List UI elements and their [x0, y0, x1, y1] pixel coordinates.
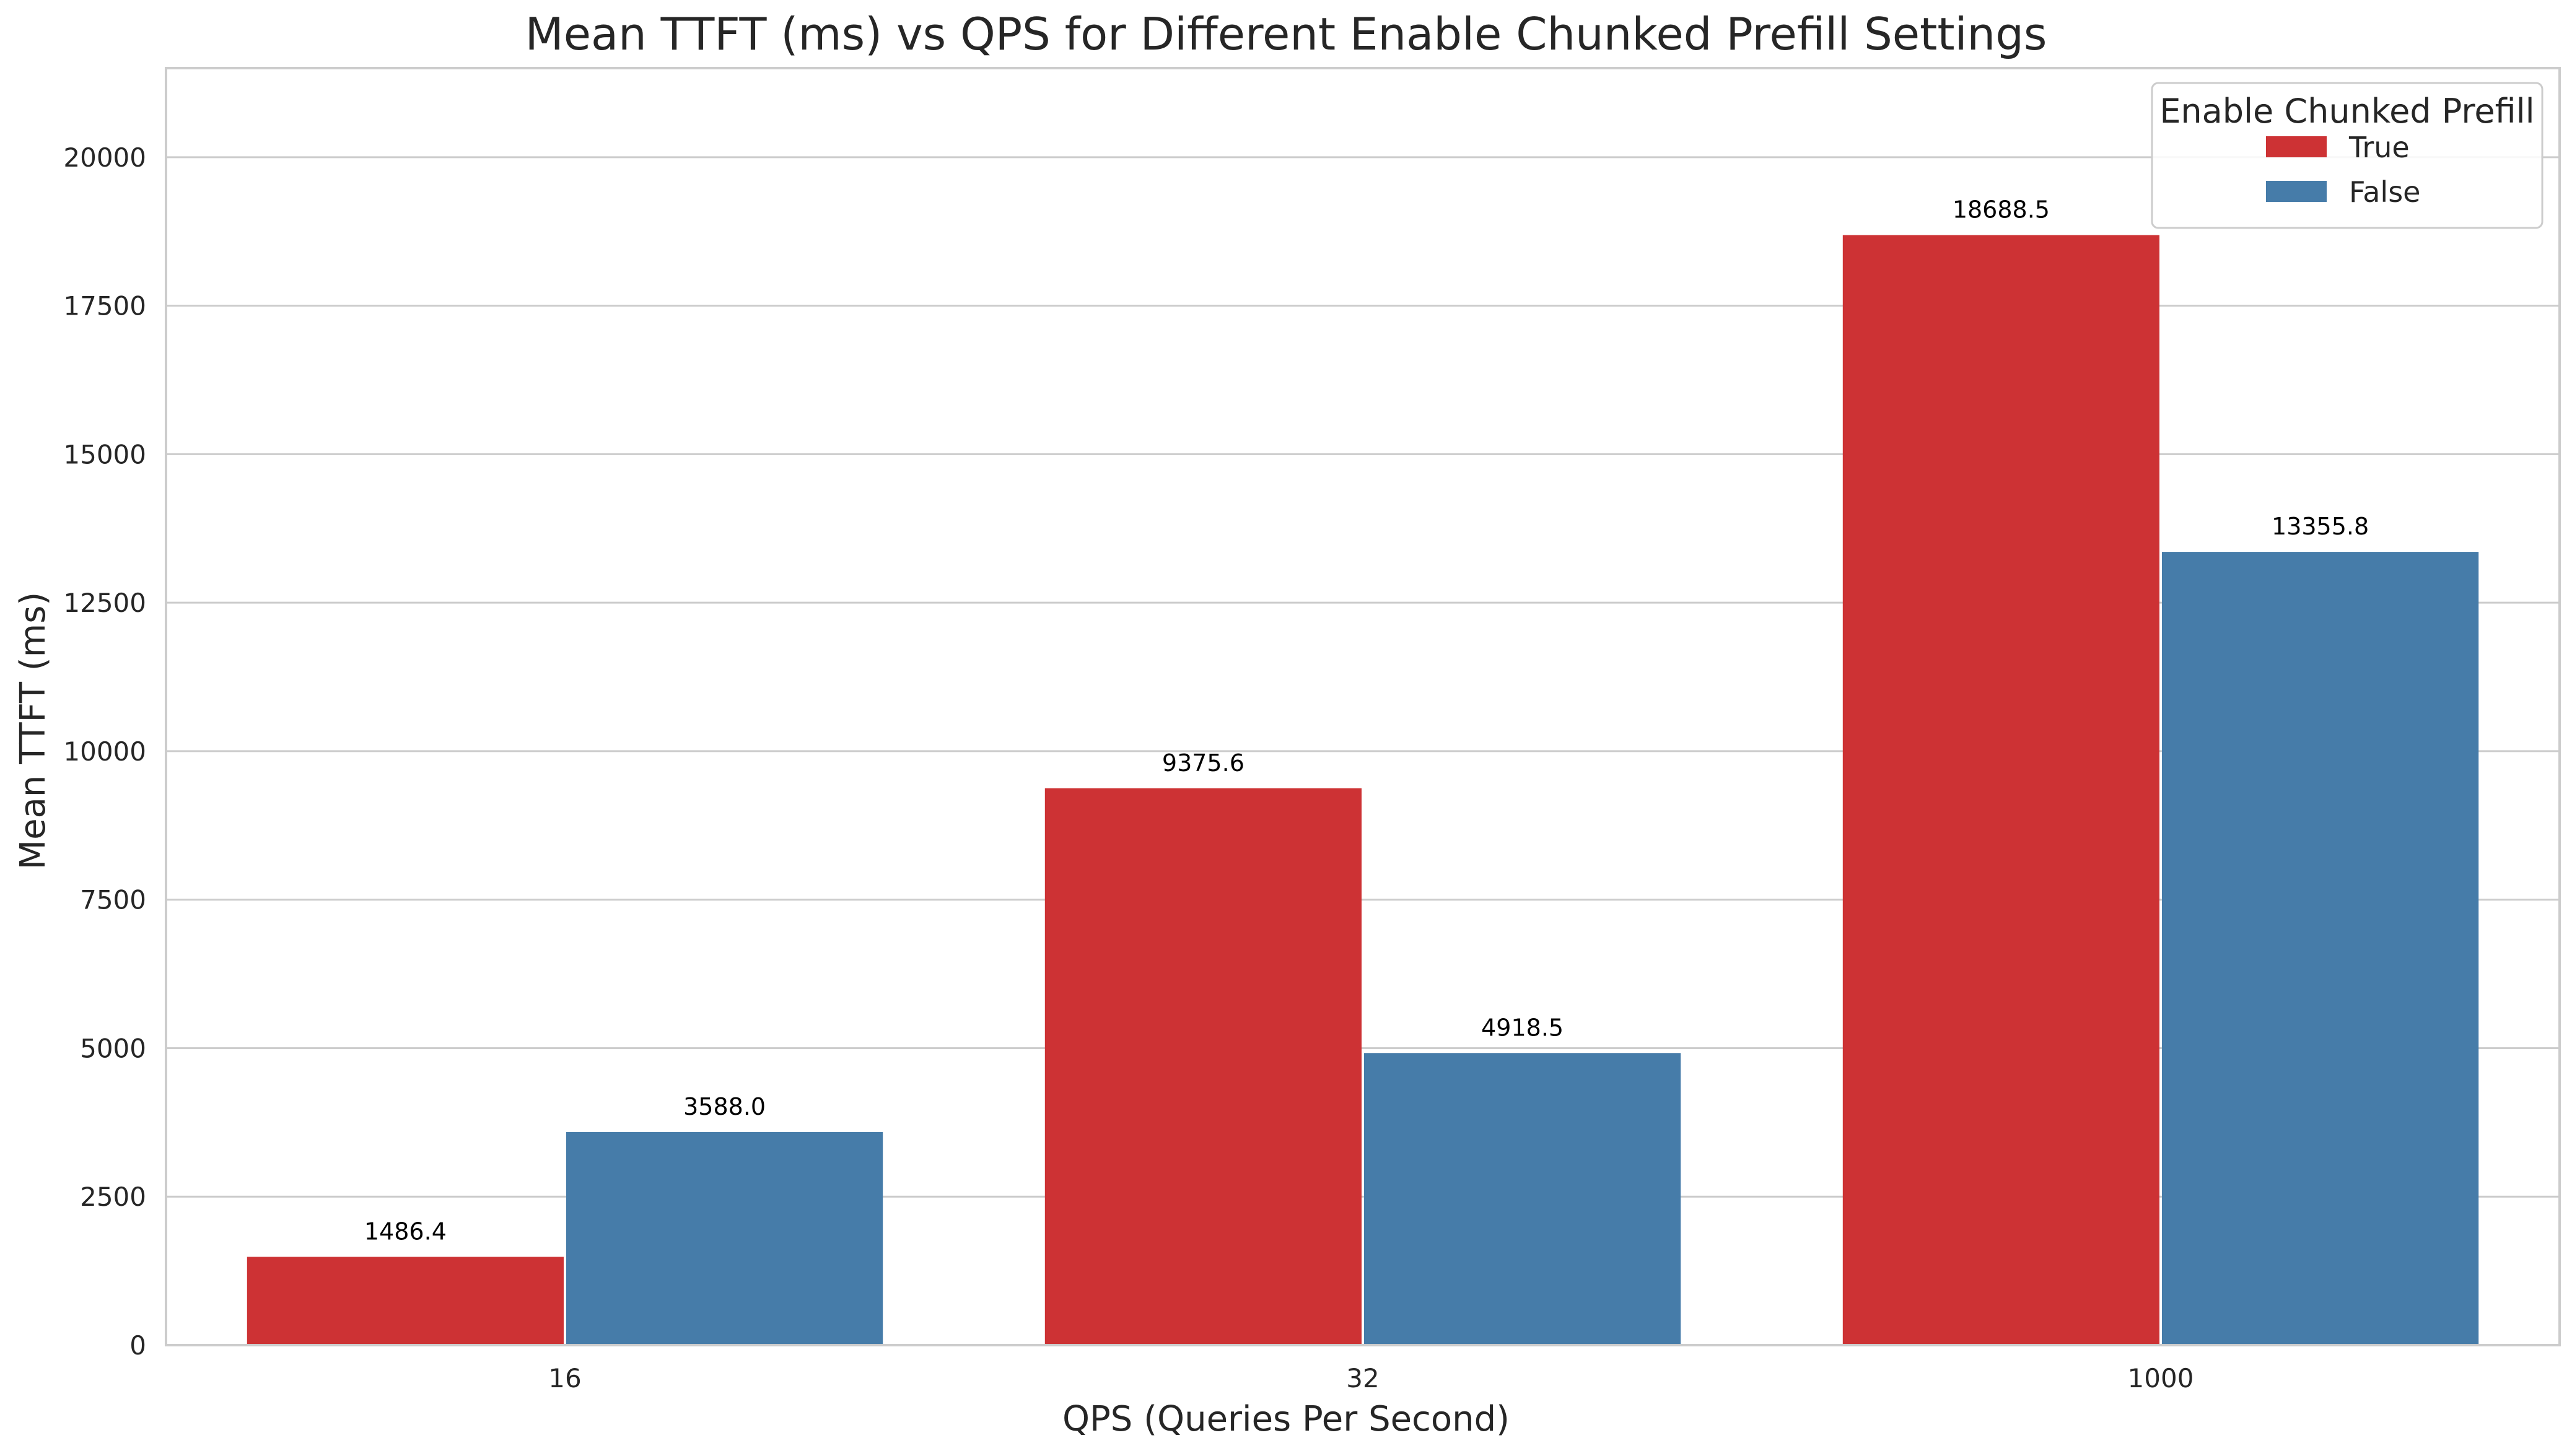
bar-value-label: 1486.4 [364, 1218, 447, 1245]
y-axis-label: Mean TTFT (ms) [13, 592, 53, 870]
chart-title: Mean TTFT (ms) vs QPS for Different Enab… [525, 8, 2047, 60]
bar-value-labels: 1486.4 3588.0 9375.6 4918.5 18688.5 13355.8 [364, 196, 2369, 1245]
legend-items: True False [2266, 131, 2420, 209]
plot-frame [165, 67, 2561, 1346]
x-tick-label: 1000 [2128, 1363, 2194, 1393]
legend-title: Enable Chunked Prefill [2159, 92, 2534, 131]
grid-lines [166, 156, 2560, 1346]
y-tick-label: 15000 [63, 439, 146, 469]
bar-value-label: 9375.6 [1162, 749, 1244, 777]
tick-labels: 0 2500 5000 7500 10000 12500 15000 17500 20000 16… [63, 142, 2194, 1393]
y-tick-label: 12500 [63, 588, 146, 618]
y-tick-label: 10000 [63, 736, 146, 767]
bar-value-label: 13355.8 [2272, 513, 2369, 540]
y-tick-label: 17500 [63, 291, 146, 321]
y-tick-label: 0 [129, 1330, 146, 1361]
legend-label-false: False [2349, 175, 2420, 209]
axes-frame [165, 67, 2561, 1346]
legend-box [2151, 82, 2544, 229]
legend-swatch-true [2266, 136, 2327, 157]
x-tick-label: 32 [1346, 1363, 1379, 1393]
bar-true-1000 [1842, 235, 2159, 1345]
bar-true-16 [247, 1257, 564, 1345]
y-tick-label: 2500 [80, 1182, 146, 1212]
bars [247, 235, 2479, 1345]
y-tick-label: 7500 [80, 885, 146, 915]
bar-value-label: 3588.0 [683, 1093, 766, 1120]
bar-false-1000 [2162, 552, 2479, 1345]
bar-false-32 [1364, 1053, 1681, 1345]
y-tick-label: 5000 [80, 1033, 146, 1063]
legend: Enable Chunked Prefill True False [2151, 82, 2544, 229]
x-tick-label: 16 [548, 1363, 581, 1393]
legend-swatch-false [2266, 181, 2327, 202]
legend-label-true: True [2348, 131, 2410, 164]
y-tick-label: 20000 [63, 142, 146, 173]
bar-value-label: 18688.5 [1953, 196, 2050, 224]
bar-true-32 [1044, 788, 1362, 1345]
bar-false-16 [566, 1131, 883, 1345]
bar-value-label: 4918.5 [1481, 1014, 1564, 1041]
x-axis-label: QPS (Queries Per Second) [1062, 1399, 1510, 1439]
